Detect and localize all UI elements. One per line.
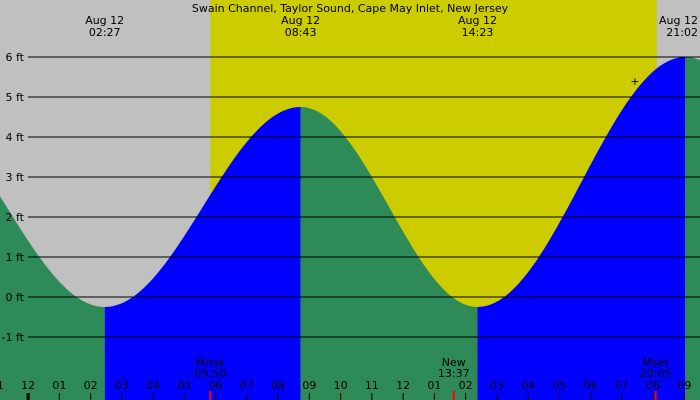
x-tick-label: 05 (177, 379, 191, 392)
y-tick-label: -1 ft (2, 331, 25, 344)
chart-title: Swain Channel, Taylor Sound, Cape May In… (192, 2, 509, 15)
x-tick-label: 12 (396, 379, 410, 392)
y-tick-label: 4 ft (6, 131, 25, 144)
tide-event-date: Aug 12 (281, 14, 320, 27)
x-tick-label: 07 (615, 379, 629, 392)
x-tick-label: 07 (240, 379, 254, 392)
x-tick-label: 09 (677, 379, 691, 392)
max-marker: + (630, 75, 639, 88)
y-tick-label: 5 ft (6, 91, 25, 104)
x-tick-label: 10 (334, 379, 348, 392)
x-tick-label: 05 (552, 379, 566, 392)
rising-tide-segment (477, 57, 686, 400)
tide-curve (0, 57, 700, 400)
tide-event-date: Aug 12 (85, 14, 124, 27)
x-tick-label: 06 (209, 379, 223, 392)
x-tick-label: 06 (584, 379, 598, 392)
tide-event-time: 08:43 (285, 26, 317, 39)
moon-event-label: Mrise (196, 356, 226, 369)
rising-tide-segment (104, 107, 301, 400)
falling-tide-segment (0, 196, 105, 400)
x-tick-label: 11 (0, 379, 4, 392)
y-tick-label: 3 ft (6, 171, 25, 184)
tide-event-date: Aug 12 (458, 14, 497, 27)
y-tick-label: 1 ft (6, 251, 25, 264)
tide-event-date: Aug 12 (659, 14, 698, 27)
tide-event-time: 14:23 (462, 26, 494, 39)
x-tick-label: 04 (521, 379, 535, 392)
x-tick-label: 02 (459, 379, 473, 392)
falling-tide-segment (685, 57, 700, 400)
x-axis-ticks: 11 12 01 02 03 04 05 06 07 08 09 10 11 12 01 02 03 04 05 06… (0, 379, 691, 400)
x-tick-label: 11 (365, 379, 379, 392)
falling-tide-segment (300, 107, 478, 400)
y-tick-label: 0 ft (6, 291, 25, 304)
x-tick-label: 03 (115, 379, 129, 392)
x-tick-label: 12 (21, 379, 35, 392)
moon-event-label: Mset (642, 356, 669, 369)
x-tick-label: 03 (490, 379, 504, 392)
tide-event-time: 02:27 (89, 26, 121, 39)
moon-event-time: 13:37 (438, 367, 470, 380)
x-tick-label: 01 (427, 379, 441, 392)
x-tick-label: 01 (52, 379, 66, 392)
x-tick-label: 08 (646, 379, 660, 392)
x-tick-label: 04 (146, 379, 160, 392)
y-tick-label: 6 ft (6, 51, 25, 64)
moon-event-time: 05:50 (194, 367, 226, 380)
tide-event-time: 21:02 (666, 26, 698, 39)
x-tick-label: 02 (84, 379, 98, 392)
moon-event-time: 20:05 (640, 367, 672, 380)
gridlines (28, 56, 700, 338)
y-axis-labels: 6 ft 5 ft 4 ft 3 ft 2 ft 1 ft 0 ft -1 ft (2, 51, 25, 344)
x-tick-label: 09 (302, 379, 316, 392)
y-tick-label: 2 ft (6, 211, 25, 224)
x-tick-label: 08 (271, 379, 285, 392)
moon-event-label: New (442, 356, 466, 369)
